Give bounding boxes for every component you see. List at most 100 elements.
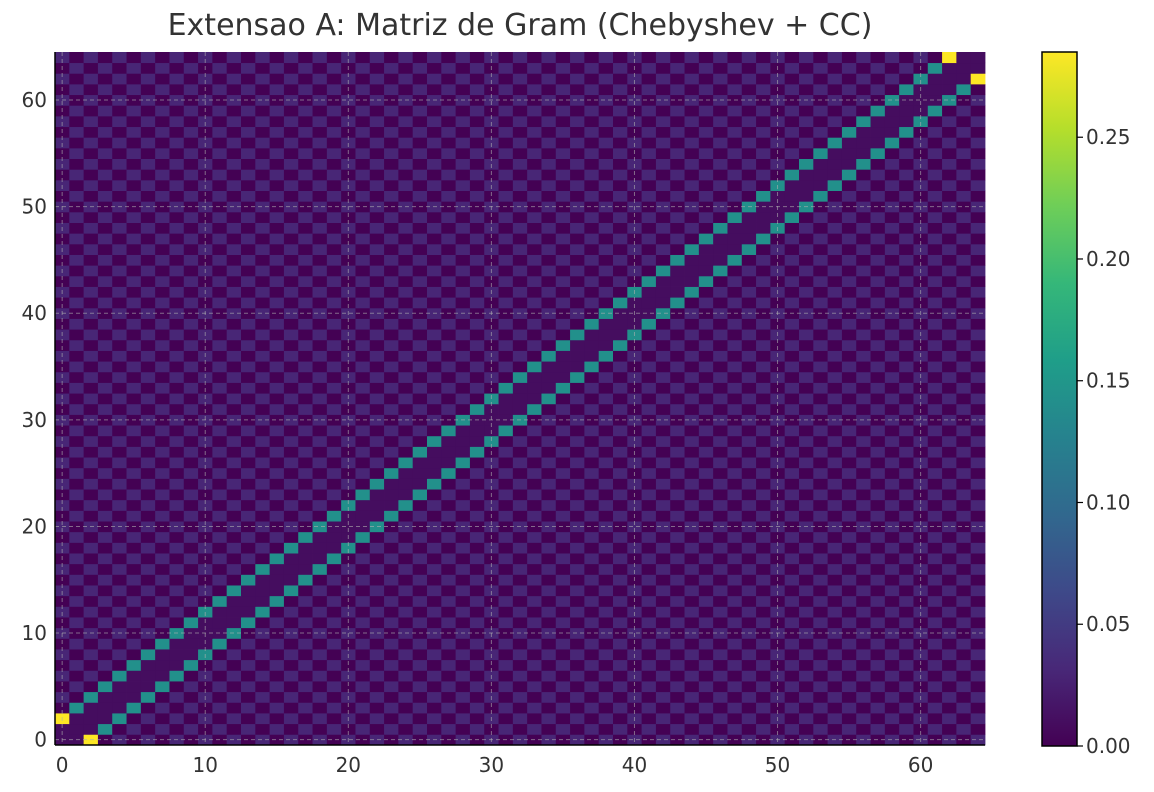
heatmap-cell — [226, 457, 242, 469]
heatmap-cell — [655, 521, 671, 533]
heatmap-cell — [799, 147, 814, 160]
heatmap-cell — [856, 265, 871, 277]
heatmap-cell — [827, 169, 843, 181]
heatmap-cell — [527, 275, 542, 287]
heatmap-cell — [856, 105, 871, 117]
heatmap-cell — [670, 734, 685, 746]
heatmap-cell — [427, 169, 442, 181]
heatmap-cell — [312, 521, 328, 533]
heatmap-cell — [527, 190, 542, 202]
heatmap-cell — [97, 243, 113, 255]
heatmap-cell — [942, 627, 957, 639]
heatmap-cell — [870, 723, 886, 735]
heatmap-cell — [212, 275, 228, 287]
heatmap-cell — [412, 606, 428, 618]
heatmap-cell — [741, 222, 757, 234]
heatmap-cell — [570, 531, 585, 543]
heatmap-cell — [455, 681, 471, 693]
heatmap-cell — [770, 361, 786, 373]
heatmap-cell — [412, 361, 428, 373]
heatmap-cell — [69, 499, 85, 511]
heatmap-cell — [283, 115, 299, 128]
heatmap-cell — [512, 425, 528, 437]
heatmap-cell — [799, 403, 814, 415]
heatmap-cell — [112, 275, 127, 287]
heatmap-cell — [641, 307, 657, 319]
heatmap-cell — [283, 371, 299, 383]
heatmap-cell — [727, 457, 743, 469]
heatmap-cell — [269, 83, 285, 96]
heatmap-cell — [498, 713, 514, 725]
heatmap-cell — [555, 275, 571, 287]
heatmap-cell — [727, 254, 743, 266]
heatmap-cell — [584, 467, 600, 479]
heatmap-cell — [956, 211, 972, 223]
heatmap-cell — [541, 211, 557, 223]
heatmap-cell — [112, 382, 127, 394]
heatmap-cell — [756, 531, 771, 543]
heatmap-cell — [83, 531, 99, 543]
heatmap-cell — [698, 542, 714, 554]
heatmap-cell — [541, 222, 557, 234]
heatmap-cell — [799, 563, 814, 575]
heatmap-cell — [384, 318, 399, 330]
heatmap-cell — [212, 531, 228, 543]
heatmap-cell — [741, 595, 757, 607]
heatmap-cell — [570, 222, 585, 234]
heatmap-cell — [283, 489, 299, 501]
heatmap-cell — [841, 713, 857, 725]
heatmap-cell — [55, 702, 70, 714]
heatmap-cell — [555, 531, 571, 543]
heatmap-cell — [255, 137, 271, 149]
heatmap-cell — [241, 329, 256, 341]
heatmap-cell — [255, 83, 271, 96]
heatmap-cell — [527, 457, 542, 469]
heatmap-cell — [69, 211, 85, 223]
heatmap-cell — [455, 275, 471, 287]
heatmap-cell — [241, 606, 256, 618]
heatmap-cell — [884, 350, 900, 362]
heatmap-cell — [741, 297, 757, 309]
heatmap-cell — [813, 585, 829, 597]
heatmap-cell — [899, 190, 914, 202]
heatmap-cell — [756, 222, 771, 234]
heatmap-cell — [255, 585, 271, 597]
heatmap-cell — [112, 297, 127, 309]
heatmap-cell — [799, 73, 814, 85]
heatmap-cell — [183, 723, 199, 735]
heatmap-cell — [856, 510, 871, 522]
heatmap-cell — [713, 681, 728, 693]
heatmap-cell — [870, 649, 886, 661]
heatmap-cell — [584, 190, 600, 202]
heatmap-cell — [112, 83, 127, 96]
heatmap-cell — [670, 531, 685, 543]
heatmap-cell — [627, 73, 643, 85]
heatmap-cell — [512, 211, 528, 223]
heatmap-cell — [870, 329, 886, 341]
heatmap-cell — [355, 233, 371, 245]
heatmap-cell — [813, 574, 829, 586]
heatmap-cell — [155, 62, 170, 74]
heatmap-cell — [956, 137, 972, 149]
heatmap-cell — [942, 190, 957, 202]
heatmap-cell — [97, 702, 113, 714]
heatmap-cell — [326, 201, 342, 213]
heatmap-cell — [698, 83, 714, 96]
heatmap-cell — [169, 617, 185, 629]
heatmap-cell — [541, 595, 557, 607]
heatmap-cell — [827, 595, 843, 607]
heatmap-cell — [670, 254, 685, 266]
heatmap-cell — [83, 233, 99, 245]
heatmap-cell — [698, 179, 714, 191]
heatmap-cell — [527, 265, 542, 277]
heatmap-cell — [970, 329, 986, 341]
heatmap-cell — [942, 233, 957, 245]
heatmap-cell — [112, 211, 127, 223]
heatmap-cell — [126, 115, 142, 128]
heatmap-cell — [756, 393, 771, 405]
heatmap-cell — [799, 137, 814, 149]
heatmap-cell — [613, 62, 628, 74]
heatmap-cell — [55, 190, 70, 202]
heatmap-cell — [269, 723, 285, 735]
heatmap-cell — [784, 702, 800, 714]
